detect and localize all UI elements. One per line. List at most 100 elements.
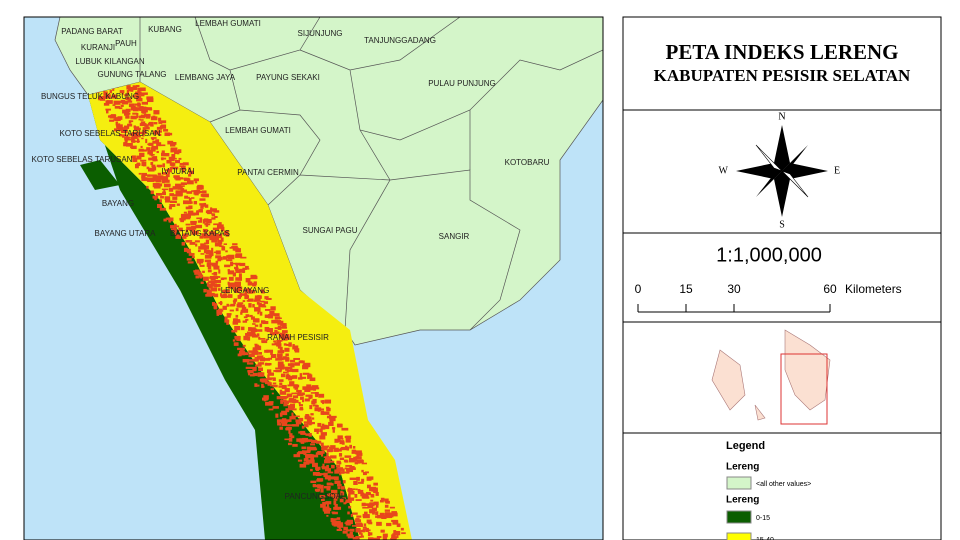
steep-patch	[321, 445, 329, 449]
steep-patch	[302, 399, 305, 403]
steep-patch	[240, 256, 247, 259]
steep-patch	[355, 535, 362, 538]
steep-patch	[227, 294, 233, 298]
steep-patch	[311, 448, 318, 451]
steep-patch	[332, 493, 339, 499]
steep-patch	[150, 137, 157, 139]
steep-patch	[368, 521, 373, 525]
steep-patch	[367, 529, 371, 532]
steep-patch	[301, 446, 307, 450]
steep-patch	[360, 529, 366, 533]
steep-patch	[327, 476, 335, 480]
steep-patch	[126, 85, 129, 90]
steep-patch	[150, 174, 157, 177]
steep-patch	[341, 438, 344, 440]
steep-patch	[217, 256, 223, 261]
steep-patch	[327, 471, 334, 474]
steep-patch	[189, 170, 194, 175]
steep-patch	[213, 266, 218, 270]
steep-patch	[276, 339, 282, 343]
steep-patch	[276, 396, 282, 400]
steep-patch	[162, 163, 165, 168]
steep-patch	[248, 303, 252, 308]
steep-patch	[163, 152, 170, 157]
steep-patch	[152, 140, 157, 144]
steep-patch	[208, 285, 213, 289]
steep-patch	[391, 511, 397, 515]
steep-patch	[114, 105, 121, 109]
map-labels: PADANG BARAT PAUH KUBANG LEMBAH GUMATI SIJUN…	[32, 19, 550, 501]
steep-patch	[186, 240, 193, 242]
steep-patch	[285, 408, 290, 413]
steep-patch	[281, 336, 288, 341]
steep-patch	[141, 101, 148, 105]
steep-patch	[293, 408, 297, 411]
steep-patch	[121, 91, 124, 95]
steep-patch	[213, 210, 220, 213]
scalebar-label: 60	[823, 282, 837, 296]
steep-patch	[250, 316, 255, 320]
steep-patch	[288, 437, 293, 442]
steep-patch	[111, 94, 117, 99]
steep-patch	[158, 183, 163, 187]
steep-patch	[130, 115, 137, 120]
steep-patch	[299, 373, 303, 378]
steep-patch	[153, 131, 160, 135]
steep-patch	[122, 109, 129, 114]
steep-patch	[349, 444, 352, 449]
steep-patch	[214, 279, 222, 284]
steep-patch	[232, 243, 238, 246]
steep-patch	[319, 435, 326, 440]
steep-patch	[319, 484, 324, 489]
steep-patch	[285, 353, 289, 357]
steep-patch	[112, 88, 115, 91]
steep-patch	[259, 372, 263, 375]
steep-patch	[112, 104, 116, 106]
steep-patch	[230, 261, 234, 267]
steep-patch	[270, 354, 277, 358]
steep-patch	[277, 350, 283, 354]
steep-patch	[249, 374, 255, 377]
steep-patch	[265, 297, 272, 300]
steep-patch	[333, 500, 337, 505]
steep-patch	[326, 503, 329, 507]
steep-patch	[139, 152, 145, 158]
steep-patch	[190, 220, 197, 224]
steep-patch	[321, 423, 325, 427]
steep-patch	[177, 191, 181, 195]
steep-patch	[363, 523, 367, 527]
steep-patch	[156, 175, 164, 180]
steep-patch	[281, 330, 288, 334]
steep-patch	[116, 126, 123, 130]
steep-patch	[202, 245, 210, 249]
steep-patch	[307, 385, 312, 388]
steep-patch	[335, 448, 342, 452]
steep-patch	[159, 125, 166, 128]
steep-patch	[119, 134, 123, 137]
steep-patch	[238, 304, 245, 308]
steep-patch	[144, 113, 151, 118]
steep-patch	[194, 192, 199, 196]
steep-patch	[311, 462, 318, 468]
map-label: BAYANG UTARA	[95, 229, 157, 238]
steep-patch	[299, 463, 307, 468]
steep-patch	[366, 484, 371, 489]
steep-patch	[187, 201, 192, 205]
steep-patch	[234, 267, 239, 271]
steep-patch	[310, 392, 317, 394]
steep-patch	[138, 131, 145, 135]
steep-patch	[217, 239, 223, 245]
steep-patch	[169, 203, 176, 207]
steep-patch	[196, 217, 202, 220]
steep-patch	[141, 161, 145, 167]
steep-patch	[293, 415, 300, 418]
steep-patch	[136, 163, 141, 166]
steep-patch	[235, 314, 239, 318]
steep-patch	[319, 495, 326, 498]
steep-patch	[265, 338, 268, 341]
steep-patch	[254, 297, 260, 302]
steep-patch	[336, 483, 342, 487]
steep-patch	[401, 532, 406, 535]
steep-patch	[182, 162, 189, 166]
